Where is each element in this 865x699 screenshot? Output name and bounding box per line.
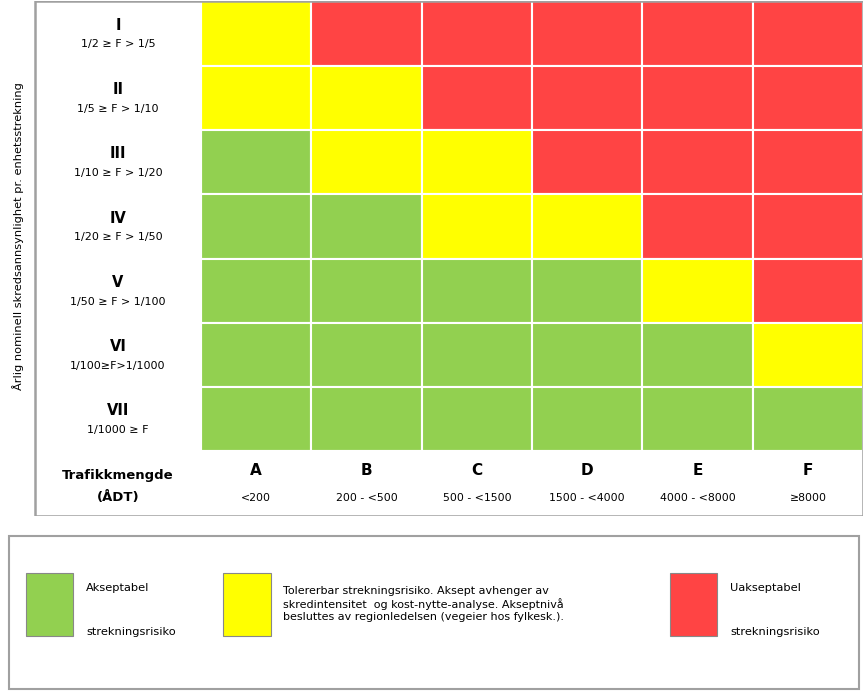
Text: 200 - <500: 200 - <500 [336,493,397,503]
Text: F: F [803,463,813,478]
Bar [753,194,863,259]
Bar [201,194,311,259]
Bar [311,259,421,323]
Text: 1/1000 ≥ F: 1/1000 ≥ F [87,425,149,435]
Bar [311,194,421,259]
Bar [201,1,311,66]
Text: VI: VI [110,339,126,354]
Bar [35,130,201,194]
Bar [35,1,201,66]
Bar [643,259,753,323]
Bar [753,130,863,194]
Text: <200: <200 [241,493,271,503]
Bar [201,259,311,323]
Bar [643,66,753,130]
Text: (ÅDT): (ÅDT) [97,491,139,504]
Bar [421,452,532,516]
Bar [753,259,863,323]
Text: strekningsrisiko: strekningsrisiko [730,628,820,637]
Bar [201,130,311,194]
Bar [201,387,311,452]
Bar [753,387,863,452]
Bar [643,194,753,259]
Text: 1/50 ≥ F > 1/100: 1/50 ≥ F > 1/100 [70,296,166,307]
Bar [643,387,753,452]
Bar [35,323,201,387]
Text: IV: IV [110,210,126,226]
Text: II: II [112,82,124,97]
Text: 1/5 ≥ F > 1/10: 1/5 ≥ F > 1/10 [77,103,159,114]
Text: 1/10 ≥ F > 1/20: 1/10 ≥ F > 1/20 [74,168,163,178]
Bar [421,387,532,452]
Text: III: III [110,146,126,161]
Bar [421,66,532,130]
Bar [35,387,201,452]
Bar [532,194,643,259]
Text: Uakseptabel: Uakseptabel [730,582,801,593]
Bar [201,452,311,516]
Text: I: I [115,17,121,33]
Bar [643,452,753,516]
Text: Trafikkmengde: Trafikkmengde [62,470,174,482]
Bar [532,259,643,323]
Bar [753,1,863,66]
Bar [35,452,201,516]
Bar [26,572,73,635]
Bar [532,130,643,194]
Bar [311,1,421,66]
Text: B: B [361,463,372,478]
Text: 4000 - <8000: 4000 - <8000 [660,493,735,503]
Bar [223,572,271,635]
Bar [532,387,643,452]
Bar [35,66,201,130]
Bar [753,452,863,516]
Text: 1/2 ≥ F > 1/5: 1/2 ≥ F > 1/5 [80,39,156,50]
Bar [201,323,311,387]
Bar [753,66,863,130]
Text: 1/20 ≥ F > 1/50: 1/20 ≥ F > 1/50 [74,232,163,243]
Bar [421,1,532,66]
Text: VII: VII [107,403,129,419]
Bar [421,130,532,194]
Text: 1500 - <4000: 1500 - <4000 [549,493,625,503]
Bar [35,194,201,259]
Bar [35,259,201,323]
Bar [643,323,753,387]
Bar [532,1,643,66]
Bar [421,194,532,259]
Bar [311,387,421,452]
Bar [311,130,421,194]
Text: V: V [112,275,124,290]
Bar [643,1,753,66]
Bar [670,572,717,635]
Bar [421,259,532,323]
Bar [532,452,643,516]
Text: C: C [471,463,483,478]
Text: E: E [693,463,703,478]
Bar [643,130,753,194]
Text: A: A [250,463,262,478]
Bar [4,1,35,516]
Text: Tolererbar strekningsrisiko. Aksept avhenger av
skredintensitet  og kost-nytte-a: Tolererbar strekningsrisiko. Aksept avhe… [284,586,565,622]
Bar [311,323,421,387]
Text: Akseptabel: Akseptabel [86,582,150,593]
Text: 500 - <1500: 500 - <1500 [443,493,511,503]
Bar [532,323,643,387]
Bar [421,323,532,387]
Text: strekningsrisiko: strekningsrisiko [86,628,176,637]
Text: Årlig nominell skredsannsynlighet pr. enhetsstrekning: Årlig nominell skredsannsynlighet pr. en… [12,82,24,390]
Bar [311,66,421,130]
Bar [753,323,863,387]
Text: 1/100≥F>1/1000: 1/100≥F>1/1000 [70,361,166,371]
Text: ≥8000: ≥8000 [790,493,827,503]
Bar [532,66,643,130]
Text: D: D [581,463,593,478]
Bar [311,452,421,516]
Bar [201,66,311,130]
